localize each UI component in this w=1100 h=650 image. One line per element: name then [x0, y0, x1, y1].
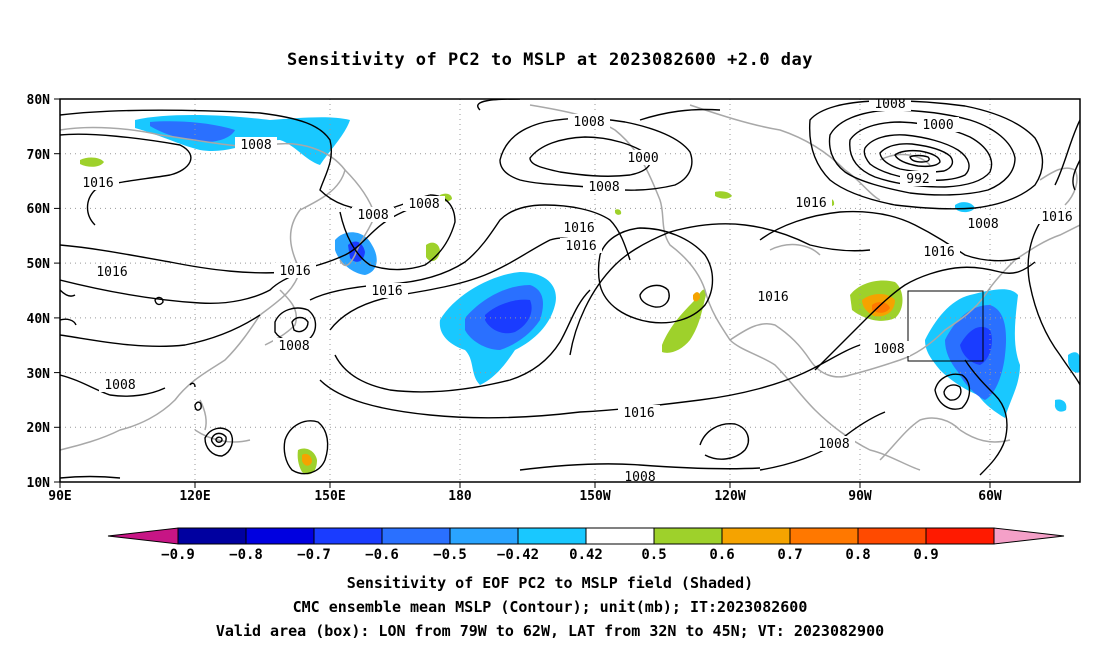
colorbar-segment	[245, 527, 315, 545]
contour-label: 1016	[623, 406, 654, 421]
valid-area-box	[907, 290, 984, 362]
colorbar-segment	[925, 527, 995, 545]
lon-label: 60W	[978, 489, 1002, 504]
lon-label: 90E	[48, 489, 71, 504]
contour-label: 1008	[818, 437, 849, 452]
contour-label: 1016	[82, 176, 113, 191]
contour-label: 1016	[371, 284, 402, 299]
contour-label: 1008	[624, 470, 655, 485]
lon-label: 120W	[714, 489, 745, 504]
colorbar-segment	[585, 527, 655, 545]
colorbar-tick-label: −0.9	[161, 547, 195, 563]
colorbar-segment	[449, 527, 519, 545]
colorbar-end-low	[107, 527, 179, 545]
colorbar-segment	[789, 527, 859, 545]
contour-label: 1008	[873, 342, 904, 357]
contour-label: 1008	[357, 208, 388, 223]
graticule	[60, 99, 1080, 482]
contour-label: 1016	[279, 264, 310, 279]
caption-line-3: Valid area (box): LON from 79W to 62W, L…	[215, 622, 885, 640]
contour-label: 1016	[757, 290, 788, 305]
coastlines	[60, 104, 1080, 471]
map-title: Sensitivity of PC2 to MSLP at 2023082600…	[286, 50, 813, 70]
contour-label: 1008	[573, 115, 604, 130]
sensitivity-shading	[80, 115, 1080, 475]
map-plot-area: 1008 1008 1000 1008 1008 1000 992 1016 1…	[60, 97, 1080, 485]
contour-label: 1008	[278, 339, 309, 354]
colorbar-segment	[517, 527, 587, 545]
contour-label: 1016	[563, 221, 594, 236]
contour-label: 1008	[967, 217, 998, 232]
map-frame	[59, 98, 1081, 483]
colorbar-tick-label: −0.7	[297, 547, 331, 563]
contour-label: 1008	[240, 138, 271, 153]
contour-label: 992	[906, 172, 929, 187]
colorbar-segment	[313, 527, 383, 545]
contour-label: 1016	[795, 196, 826, 211]
lon-label: 120E	[179, 489, 210, 504]
lat-label: 80N	[27, 93, 51, 108]
colorbar-segment	[721, 527, 791, 545]
colorbar-tick-label: −0.42	[497, 547, 539, 563]
colorbar-tick-label: 0.8	[845, 547, 870, 563]
colorbar-tick-label: −0.8	[229, 547, 263, 563]
colorbar-tick-label: 0.42	[569, 547, 603, 563]
lon-label: 150W	[579, 489, 610, 504]
colorbar-tick-label: −0.6	[365, 547, 399, 563]
contour-label: 1000	[922, 118, 953, 133]
caption-line-1: Sensitivity of EOF PC2 to MSLP field (Sh…	[346, 574, 754, 592]
longitude-labels: 90E 120E 150E 180 150W 120W 90W 60W	[48, 489, 1002, 504]
lon-label: 180	[448, 489, 472, 504]
caption-line-2: CMC ensemble mean MSLP (Contour); unit(m…	[292, 598, 808, 616]
contour-label: 1016	[1041, 210, 1072, 225]
contour-label: 1016	[923, 245, 954, 260]
lon-label: 150E	[314, 489, 345, 504]
colorbar: −0.9 −0.8 −0.7 −0.6 −0.5 −0.42 0.42 0.5 0.6 0.7 0.…	[107, 527, 1065, 563]
colorbar-segment	[177, 527, 247, 545]
lat-label: 10N	[27, 476, 51, 491]
contour-label: 1008	[408, 197, 439, 212]
contour-label: 1008	[104, 378, 135, 393]
contour-label: 1008	[874, 97, 905, 112]
latitude-labels: 80N 70N 60N 50N 40N 30N 20N 10N	[27, 93, 51, 491]
lat-label: 30N	[27, 367, 51, 382]
colorbar-end-high	[993, 527, 1065, 545]
colorbar-tick-label: 0.7	[777, 547, 802, 563]
axis-ticks	[54, 98, 991, 488]
contour-label: 1016	[565, 239, 596, 254]
lat-label: 20N	[27, 421, 51, 436]
colorbar-tick-label: 0.9	[913, 547, 938, 563]
colorbar-segment	[381, 527, 451, 545]
colorbar-segment	[653, 527, 723, 545]
contour-label: 1008	[588, 180, 619, 195]
lat-label: 70N	[27, 148, 51, 163]
lat-label: 50N	[27, 257, 51, 272]
lat-label: 60N	[27, 202, 51, 217]
contour-label-group: 1008 1008 1000 1008 1008 1000 992 1016 1…	[77, 97, 1078, 485]
colorbar-tick-label: 0.6	[709, 547, 734, 563]
colorbar-tick-label: −0.5	[433, 547, 467, 563]
colorbar-tick-label: 0.5	[641, 547, 666, 563]
lon-label: 90W	[848, 489, 872, 504]
lat-label: 40N	[27, 312, 51, 327]
contour-label: 1016	[96, 265, 127, 280]
contour-label: 1000	[627, 151, 658, 166]
colorbar-segment	[857, 527, 927, 545]
